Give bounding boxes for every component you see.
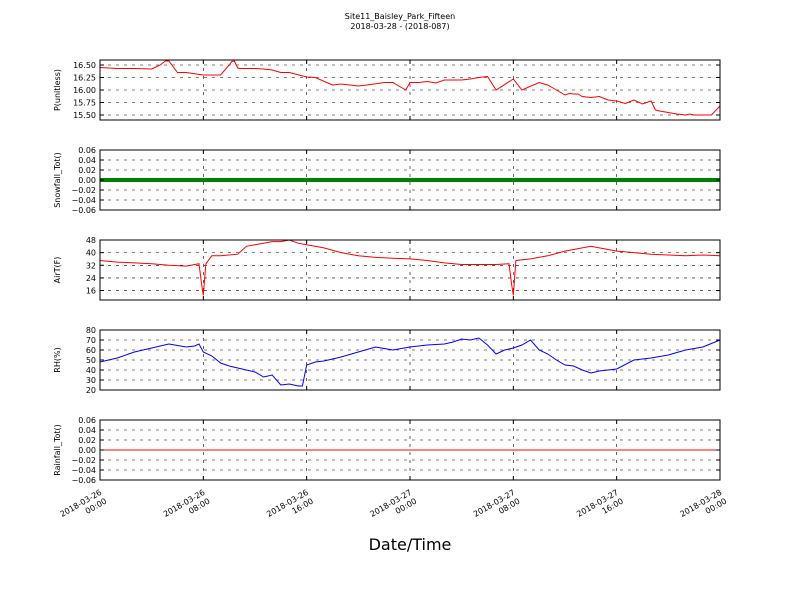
panel-1: 0.060.040.020.00−0.02−0.04−0.06 Snowfall_… bbox=[53, 146, 721, 215]
series-line bbox=[99, 60, 721, 116]
y-tick-label: 20 bbox=[86, 386, 96, 395]
y-tick-label: 16 bbox=[86, 287, 96, 296]
y-tick-label: 0.00 bbox=[78, 176, 96, 185]
y-tick-label: 15.75 bbox=[73, 99, 96, 108]
y-tick-label: −0.06 bbox=[71, 476, 96, 485]
panel-4: 0.060.040.020.00−0.02−0.04−0.06 Rainfall_… bbox=[53, 416, 721, 485]
y-tick-label: 50 bbox=[86, 356, 96, 365]
y-tick-label: 48 bbox=[86, 236, 96, 245]
y-tick-label: 60 bbox=[86, 346, 96, 355]
y-tick-label: 0.04 bbox=[78, 156, 96, 165]
x-axis-label: Date/Time bbox=[369, 535, 452, 554]
y-tick-label: 80 bbox=[86, 326, 96, 335]
panel-0: 16.50 16.25 16.00 15.75 15.50 P(unitless) bbox=[53, 59, 721, 121]
y-axis-label: P(unitless) bbox=[53, 69, 62, 111]
y-tick-label: −0.06 bbox=[71, 206, 96, 215]
y-tick-label: 0.04 bbox=[78, 426, 96, 435]
y-tick-label: 16.00 bbox=[73, 86, 96, 95]
y-axis-label: Rainfall_Tot() bbox=[53, 424, 62, 476]
y-axis-label: Snowfall_Tot() bbox=[53, 152, 62, 208]
y-tick-label: −0.04 bbox=[71, 466, 96, 475]
panel-2: 48 40 32 24 16 AirT(F) bbox=[53, 236, 721, 301]
chart-subtitle: 2018-03-28 - (2018-087) bbox=[350, 22, 449, 31]
series-line bbox=[99, 239, 721, 296]
y-axis-label: RH(%) bbox=[53, 347, 62, 372]
y-tick-label: −0.02 bbox=[71, 186, 96, 195]
panels: 16.50 16.25 16.00 15.75 15.50 P(unitless) 0.06… bbox=[53, 59, 721, 485]
y-tick-label: 16.25 bbox=[73, 74, 96, 83]
y-tick-label: 0.06 bbox=[78, 146, 96, 155]
y-tick-label: 70 bbox=[86, 336, 96, 345]
series-line bbox=[99, 337, 721, 387]
y-tick-label: 0.02 bbox=[78, 166, 96, 175]
y-axis-label: AirT(F) bbox=[53, 257, 62, 284]
y-tick-label: 24 bbox=[86, 274, 96, 283]
y-tick-label: 0.06 bbox=[78, 416, 96, 425]
y-tick-label: 40 bbox=[86, 366, 96, 375]
y-tick-label: 0.00 bbox=[78, 446, 96, 455]
y-tick-label: 30 bbox=[86, 376, 96, 385]
y-tick-label: −0.04 bbox=[71, 196, 96, 205]
y-tick-label: 40 bbox=[86, 249, 96, 258]
y-tick-label: −0.02 bbox=[71, 456, 96, 465]
y-tick-label: 0.02 bbox=[78, 436, 96, 445]
y-tick-label: 16.50 bbox=[73, 61, 96, 70]
chart-title: Site11_Baisley_Park_Fifteen bbox=[345, 12, 455, 21]
y-tick-label: 32 bbox=[86, 261, 96, 270]
y-tick-label: 15.50 bbox=[73, 111, 96, 120]
